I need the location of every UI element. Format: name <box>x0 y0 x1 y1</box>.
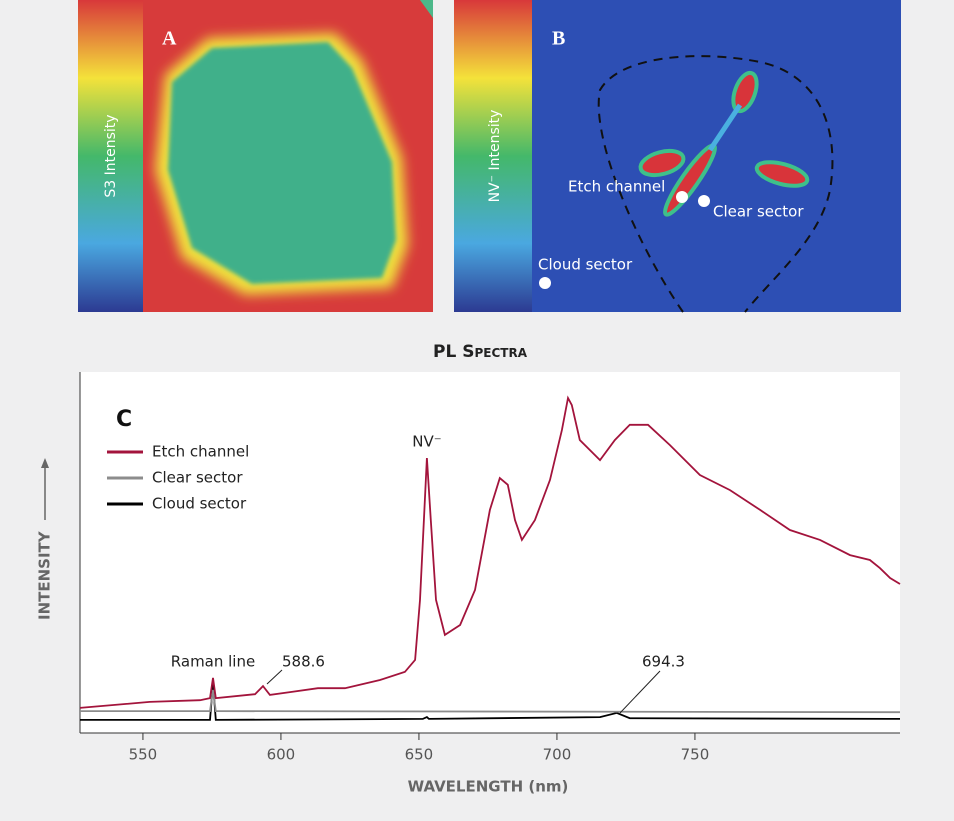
y-axis-label: INTENSITY <box>36 530 54 620</box>
annotation: Cloud sector <box>538 256 633 274</box>
legend-label: Clear sector <box>152 469 243 487</box>
point <box>698 195 710 207</box>
colorbar-label: NV⁻ Intensity <box>487 110 503 203</box>
legend-label: Cloud sector <box>152 495 247 513</box>
x-tick-label: 650 <box>405 746 434 764</box>
panel-label: B <box>552 28 565 50</box>
chart-title: PL Spectra <box>433 342 528 362</box>
leader-line <box>619 670 661 714</box>
point <box>539 277 551 289</box>
panel-label: C <box>116 407 132 432</box>
x-tick-label: 550 <box>129 746 158 764</box>
leader-line <box>266 669 283 685</box>
image-region <box>168 42 396 284</box>
image <box>532 0 901 312</box>
sector-outline <box>597 55 834 313</box>
series-line <box>80 689 901 714</box>
channel <box>707 103 743 152</box>
colorbar <box>454 0 532 312</box>
annotation: 694.3 <box>642 653 685 671</box>
legend-label: Etch channel <box>152 443 249 461</box>
panel-label: A <box>162 28 177 50</box>
y-axis-arrow-head <box>41 458 49 468</box>
panel-a: S3 Intensity A <box>78 0 433 312</box>
x-tick-label: 750 <box>681 746 710 764</box>
annotation: Etch channel <box>568 178 665 196</box>
annotation: Raman line <box>171 653 255 671</box>
point <box>676 191 688 203</box>
x-axis-label: WAVELENGTH (nm) <box>408 778 569 796</box>
colorbar-label: S3 Intensity <box>103 114 119 197</box>
x-tick-label: 600 <box>267 746 296 764</box>
annotation: NV⁻ <box>412 433 441 451</box>
series-line <box>79 395 901 709</box>
image-region <box>420 0 433 18</box>
annotation: 588.6 <box>282 653 325 671</box>
x-tick-label: 700 <box>543 746 572 764</box>
panel-b: NV⁻ Intensity B Etch channel Clear secto… <box>454 0 901 313</box>
plot-area <box>80 372 900 733</box>
colorbar <box>78 0 143 312</box>
annotation: Clear sector <box>713 203 804 221</box>
